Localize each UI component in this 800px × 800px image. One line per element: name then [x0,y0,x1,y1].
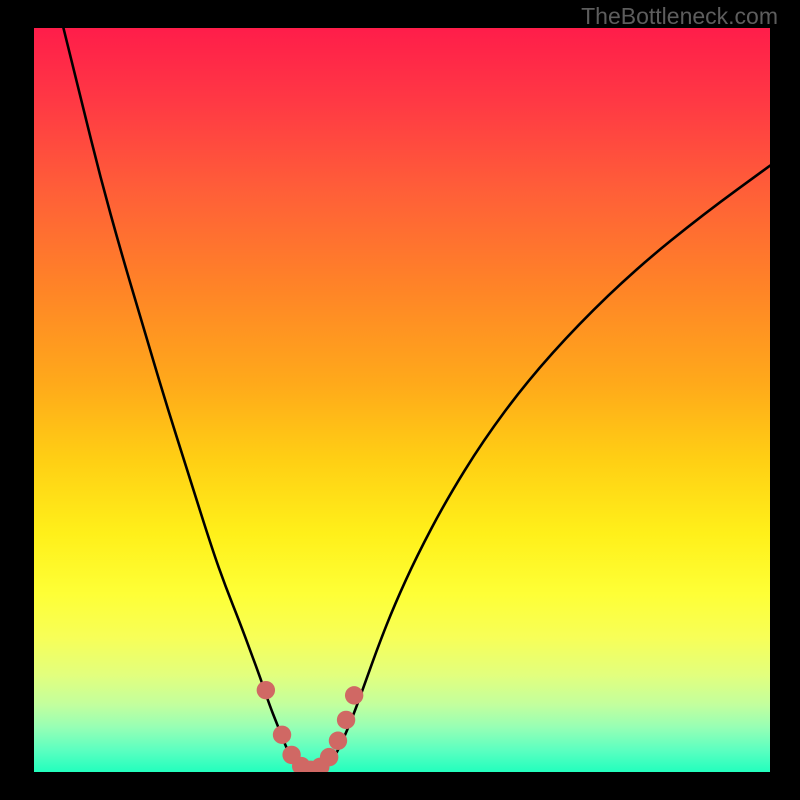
bottleneck-chart [34,28,770,772]
watermark-text: TheBottleneck.com [581,3,778,30]
curve-marker [329,732,347,750]
frame-bottom [0,772,800,800]
curve-marker [345,686,363,704]
curve-marker [257,681,275,699]
frame-right [770,0,800,800]
frame-left [0,0,34,800]
curve-marker [337,711,355,729]
gradient-background [34,28,770,772]
curve-marker [273,726,291,744]
curve-marker [320,748,338,766]
